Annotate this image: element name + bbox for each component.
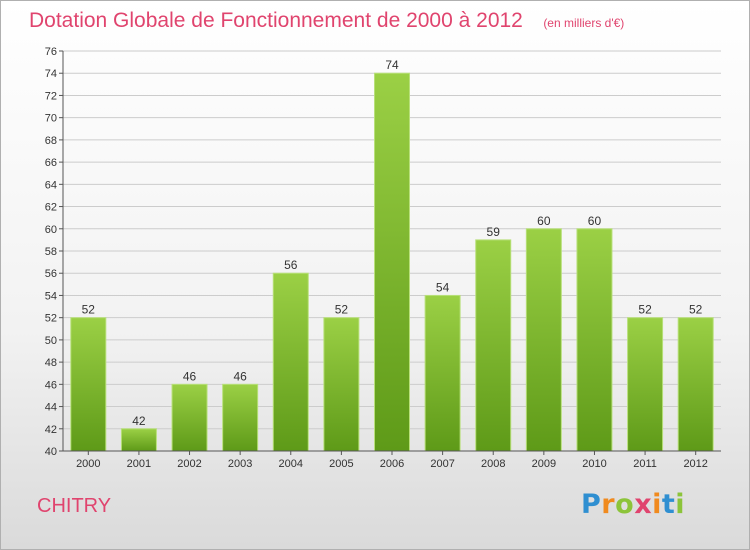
x-tick-label: 2008: [481, 458, 505, 470]
chart-title: Dotation Globale de Fonctionnement de 20…: [29, 9, 523, 32]
y-tick-label: 44: [45, 402, 57, 414]
data-label: 52: [689, 303, 703, 317]
bar-2000: [70, 317, 107, 452]
y-tick-label: 76: [45, 46, 57, 58]
logo-letter: r: [601, 489, 616, 520]
bar-2002: [171, 383, 208, 452]
x-tick-label: 2009: [532, 458, 556, 470]
logo-letter: P: [581, 489, 602, 520]
y-tick-label: 46: [45, 379, 57, 391]
y-tick-label: 52: [45, 313, 57, 325]
data-label: 52: [638, 303, 652, 317]
data-label: 54: [436, 280, 450, 294]
x-tick-label: 2000: [76, 458, 100, 470]
x-tick-label: 2005: [329, 458, 353, 470]
y-tick-label: 48: [45, 357, 57, 369]
y-tick-label: 50: [45, 335, 57, 347]
y-tick-label: 72: [45, 90, 57, 102]
y-tick-label: 74: [45, 68, 57, 80]
x-tick-label: 2007: [430, 458, 454, 470]
x-tick-label: 2003: [228, 458, 252, 470]
data-label: 46: [233, 369, 247, 383]
bar-2006: [374, 72, 410, 452]
y-tick-label: 68: [45, 135, 57, 147]
y-tick-label: 66: [45, 157, 57, 169]
proxiti-logo: Proxiti: [581, 489, 685, 520]
y-tick-label: 54: [45, 290, 57, 302]
bar-2003: [222, 383, 259, 452]
y-tick-label: 40: [45, 446, 57, 458]
y-tick-label: 64: [45, 179, 57, 191]
x-tick-label: 2002: [177, 458, 201, 470]
x-tick-label: 2006: [380, 458, 404, 470]
bar-2011: [627, 317, 664, 452]
bar-2010: [576, 228, 613, 452]
x-tick-label: 2012: [683, 458, 707, 470]
data-label: 52: [82, 303, 96, 317]
logo-letter: x: [634, 489, 653, 520]
bar-2004: [272, 272, 309, 452]
bar-2009: [525, 228, 562, 452]
city-name: CHITRY: [37, 495, 112, 517]
bar-2007: [424, 294, 461, 452]
data-label: 60: [537, 214, 551, 228]
data-label: 52: [335, 303, 349, 317]
y-tick-label: 58: [45, 246, 57, 258]
logo-letter: t: [661, 489, 676, 520]
y-tick-label: 62: [45, 202, 57, 214]
data-label: 60: [588, 214, 602, 228]
logo-letter: i: [675, 489, 686, 520]
data-label: 74: [385, 58, 399, 72]
data-label: 42: [132, 414, 146, 428]
logo-letter: i: [652, 489, 662, 520]
bar-2001: [120, 428, 157, 452]
y-tick-label: 56: [45, 268, 57, 280]
bar-2012: [677, 317, 714, 452]
y-tick-label: 70: [45, 113, 57, 125]
x-tick-label: 2010: [582, 458, 606, 470]
title-row: Dotation Globale de Fonctionnement de 20…: [29, 9, 624, 33]
chart-subtitle: (en milliers d'€): [543, 16, 625, 30]
bar-2005: [323, 317, 360, 452]
x-tick-label: 2011: [633, 458, 657, 470]
logo-letter: o: [615, 489, 635, 520]
x-tick-label: 2004: [279, 458, 303, 470]
x-tick-label: 2001: [127, 458, 151, 470]
bar-2008: [475, 239, 512, 452]
data-label: 59: [487, 225, 501, 239]
data-label: 46: [183, 369, 197, 383]
y-tick-label: 60: [45, 224, 57, 236]
y-tick-label: 42: [45, 424, 57, 436]
data-label: 56: [284, 258, 298, 272]
